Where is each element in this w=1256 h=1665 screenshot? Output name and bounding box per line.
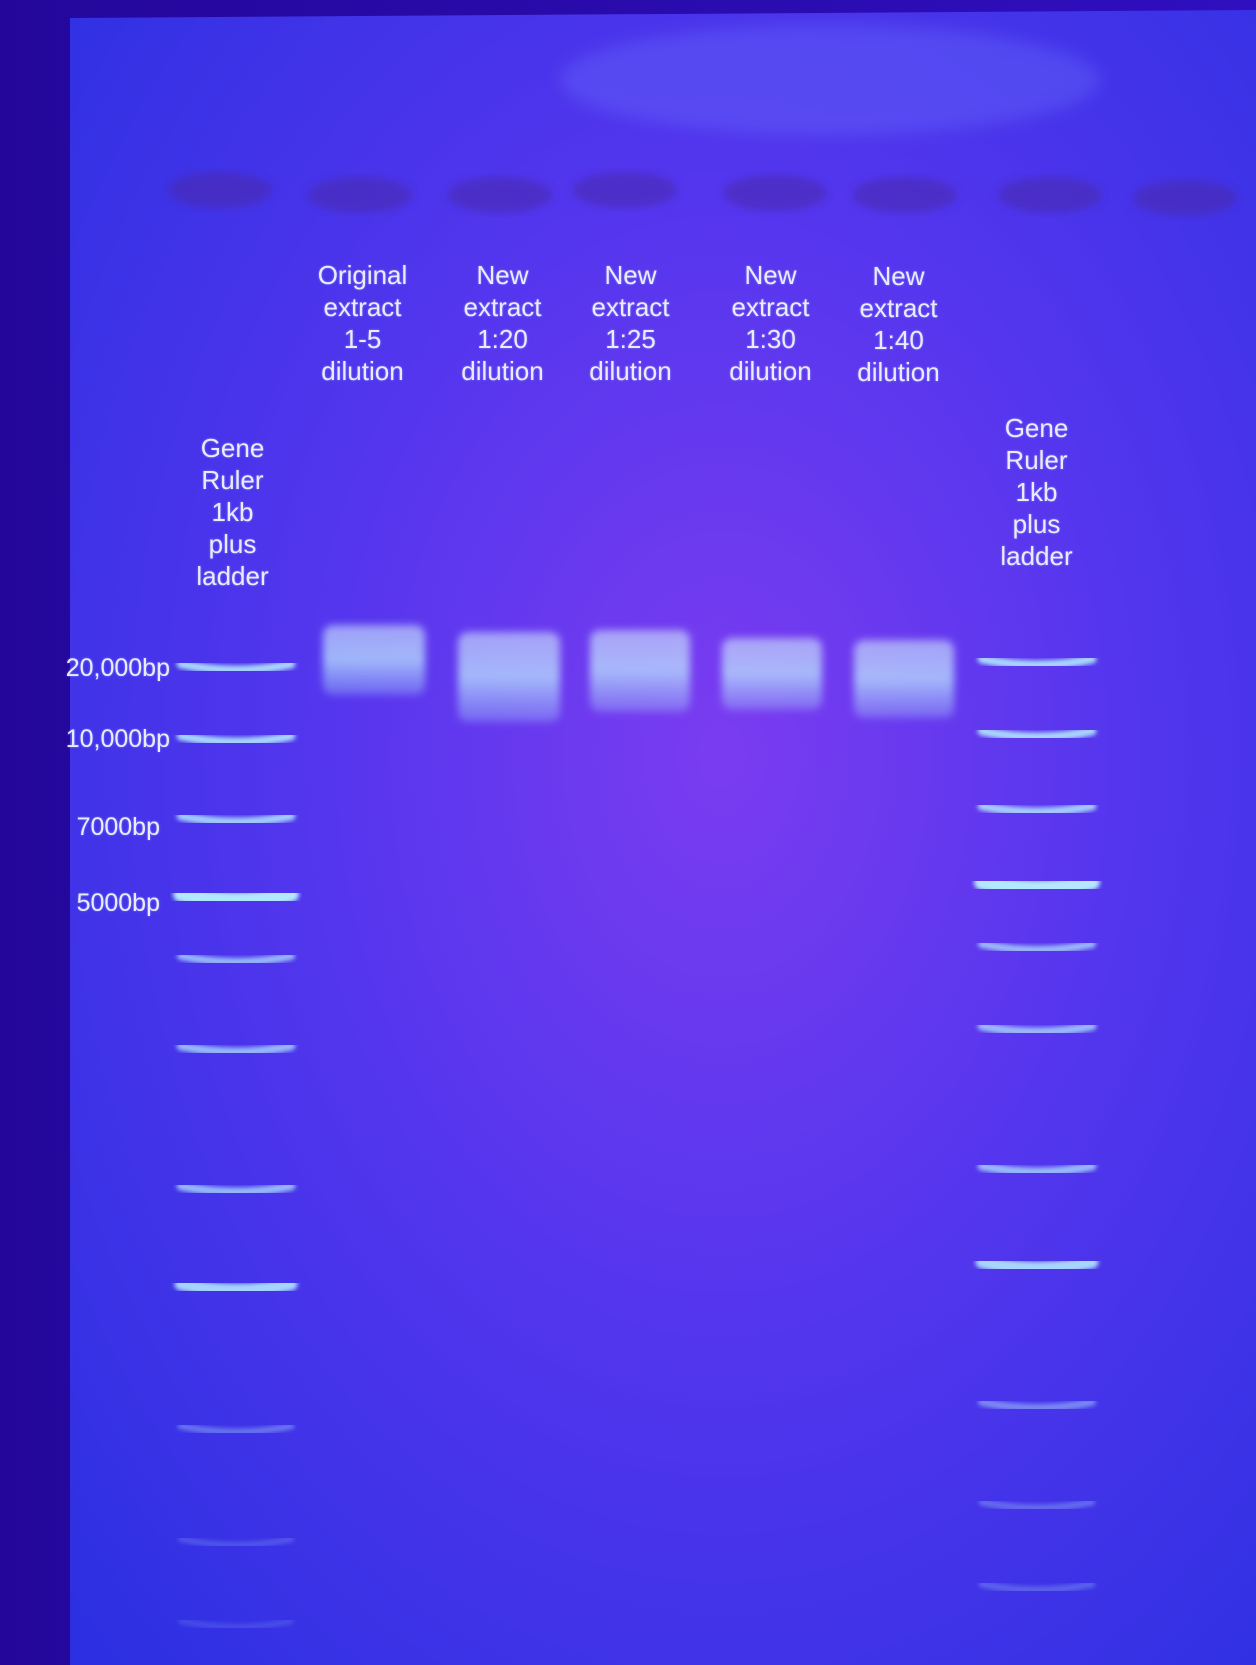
ladder-right-band-6 — [977, 1021, 1097, 1037]
ladder-right-band-10 — [978, 1498, 1096, 1512]
lane-label-new-1-25: New extract 1:25 dilution — [589, 260, 672, 386]
size-label-20000bp: 20,000bp — [65, 654, 170, 682]
wells — [168, 172, 1237, 216]
well-6 — [853, 177, 957, 213]
size-label-5000bp: 5000bp — [76, 889, 160, 917]
sample-smear-lane-3 — [458, 632, 560, 722]
glare — [560, 25, 1100, 135]
well-7 — [998, 177, 1102, 213]
ladder-right-band-11 — [978, 1580, 1096, 1594]
ladder-right-band-9 — [978, 1398, 1096, 1412]
lane-label-new-1-40: New extract 1:40 dilution — [857, 261, 940, 387]
ladder-right-band-3 — [977, 801, 1097, 817]
ladder-left-band-10 — [178, 1536, 294, 1548]
ladder-right-band-7 — [977, 1161, 1097, 1177]
well-2 — [308, 177, 412, 213]
size-label-10000bp: 10,000bp — [65, 725, 170, 753]
ladder-left-band-7 — [176, 1181, 296, 1197]
ladder-right-band-5 — [978, 940, 1096, 954]
ladder-right-band-8 — [975, 1255, 1099, 1275]
gel-slab — [70, 10, 1256, 1665]
ladder-right-band-2 — [977, 726, 1097, 742]
ladder-left-band-8 — [174, 1277, 298, 1297]
ladder-left-band-2 — [176, 731, 296, 747]
size-label-7000bp: 7000bp — [76, 813, 160, 841]
ladder-left-band-11 — [178, 1618, 294, 1630]
ladder-left-band-4 — [173, 886, 299, 908]
ladder-right-band-1 — [977, 654, 1097, 670]
well-5 — [723, 175, 827, 211]
ladder-right-band-4 — [974, 874, 1100, 896]
ladder-left-band-6 — [176, 1041, 296, 1057]
lane-label-new-1-20: New extract 1:20 dilution — [461, 260, 544, 386]
sample-smear-lane-5 — [722, 638, 822, 710]
lane-label-original-1-5: Original extract 1-5 dilution — [317, 260, 408, 386]
well-8 — [1133, 180, 1237, 216]
ladder-bands — [173, 654, 1100, 1630]
lane-label-ladder-left: Gene Ruler 1kb plus ladder — [196, 433, 269, 591]
well-1 — [168, 172, 272, 208]
ladder-left-band-9 — [177, 1422, 295, 1436]
ladder-left-band-1 — [176, 659, 296, 675]
ladder-left-band-5 — [177, 952, 295, 966]
sample-smear-lane-4 — [590, 630, 690, 712]
ladder-left-band-3 — [176, 811, 296, 827]
well-4 — [573, 172, 677, 208]
sample-smear-lane-2 — [323, 625, 425, 695]
sample-smear-lane-6 — [854, 640, 954, 718]
lane-label-ladder-right: Gene Ruler 1kb plus ladder — [1000, 413, 1073, 571]
lane-label-new-1-30: New extract 1:30 dilution — [729, 260, 812, 386]
sample-bands — [323, 625, 954, 722]
well-3 — [448, 177, 552, 213]
